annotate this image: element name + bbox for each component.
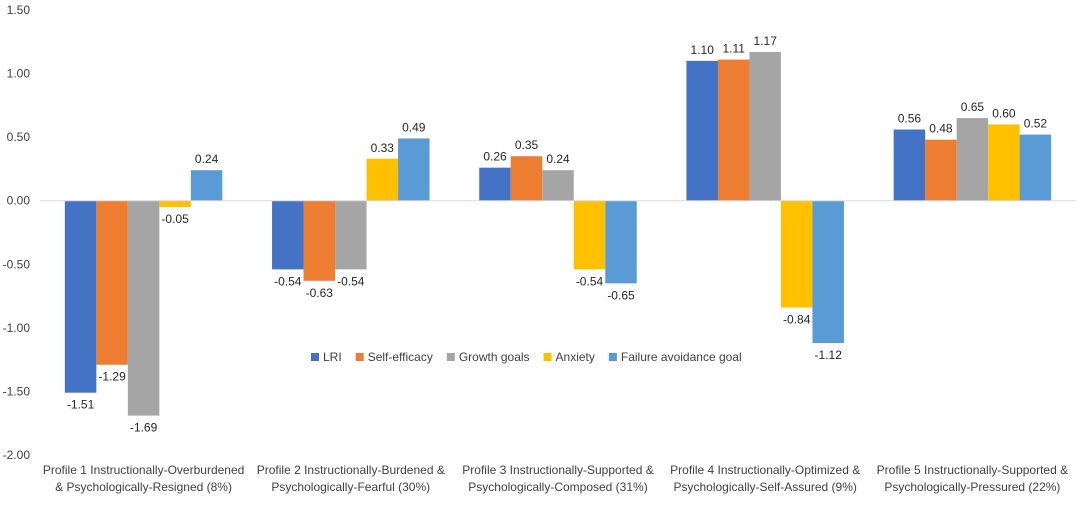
data-label: 1.11: [722, 42, 745, 56]
category-label: Psychologically-Self-Assured (9%): [673, 480, 856, 494]
data-label: 0.33: [371, 141, 395, 155]
bar-growth-goals-profile-4: [749, 51, 781, 201]
data-label: -1.29: [98, 370, 126, 384]
bar-failure-avoidance-goal-profile-2: [398, 138, 430, 201]
category-label: Psychologically-Pressured (22%): [884, 480, 1060, 494]
data-label: 1.17: [754, 34, 778, 48]
bar-failure-avoidance-goal-profile-1: [190, 170, 223, 201]
legend-swatch: [355, 353, 364, 361]
bar-growth-goals-profile-3: [542, 170, 574, 201]
category-label: Profile 5 Instructionally-Supported &: [877, 463, 1068, 477]
legend-swatch: [608, 353, 617, 361]
data-label: -0.65: [607, 288, 635, 302]
y-tick-label: -0.50: [3, 257, 31, 271]
category-labels: Profile 1 Instructionally-Overburdened & …: [43, 463, 1068, 494]
bar-lri-profile-2: [272, 200, 304, 270]
data-label: 0.24: [546, 152, 570, 166]
bar-failure-avoidance-goal-profile-3: [605, 200, 637, 284]
legend: LRI Self-efficacy Growth goals Anxiety Failu…: [311, 350, 742, 364]
legend-swatch: [446, 353, 455, 361]
y-tick-label: -1.00: [3, 321, 31, 335]
category-label: Profile 2 Instructionally-Burdened &: [257, 463, 445, 477]
legend-swatch: [311, 353, 319, 361]
legend-label: Failure avoidance goal: [621, 350, 742, 364]
bar-lri-profile-1: [64, 200, 97, 393]
data-label: -0.54: [337, 274, 365, 288]
y-tick-label: 1.50: [7, 3, 31, 17]
bar-failure-avoidance-goal-profile-5: [1019, 134, 1052, 201]
bar-self-efficacy-profile-5: [925, 139, 957, 201]
bar-lri-profile-4: [686, 60, 718, 201]
bar-growth-goals-profile-2: [335, 200, 367, 270]
category-label: Profile 4 Instructionally-Optimized &: [670, 463, 860, 477]
bar-self-efficacy-profile-4: [717, 59, 750, 201]
y-tick-label: 0.00: [7, 194, 31, 208]
y-tick-label: -2.00: [3, 448, 31, 462]
bar-failure-avoidance-goal-profile-4: [812, 200, 844, 344]
legend-label: Self-efficacy: [368, 350, 433, 364]
data-label: -1.51: [67, 398, 95, 412]
category-label: & Psychologically-Resigned (8%): [55, 480, 232, 494]
data-label: 0.56: [898, 112, 922, 126]
data-label: 0.60: [992, 106, 1016, 120]
category-label: Psychologically-Fearful (30%): [271, 480, 430, 494]
data-label: -0.54: [576, 274, 604, 288]
bar-lri-profile-5: [893, 129, 926, 201]
bar-anxiety-profile-4: [780, 200, 813, 308]
bar-lri-profile-3: [479, 167, 511, 201]
data-label: 0.52: [1024, 117, 1048, 131]
bar-anxiety-profile-5: [988, 124, 1020, 201]
y-tick-label: 1.00: [7, 67, 31, 81]
bar-self-efficacy-profile-3: [510, 156, 543, 201]
legend-label: Growth goals: [459, 350, 530, 364]
data-label: 0.49: [402, 120, 426, 134]
data-label: -1.12: [815, 348, 843, 362]
legend-label: Anxiety: [556, 350, 595, 364]
legend-swatch: [543, 353, 552, 361]
bar-growth-goals-profile-5: [956, 118, 989, 201]
bar-growth-goals-profile-1: [127, 200, 160, 416]
bars: [64, 51, 1052, 416]
bar-self-efficacy-profile-2: [303, 200, 336, 281]
data-label: -1.69: [130, 421, 158, 435]
data-labels: -1.51 -0.54 0.26 1.10 0.56 -1.29 -0.63 0.35 1.11…: [67, 34, 1047, 435]
data-label: 0.65: [961, 100, 985, 114]
category-label: Psychologically-Composed (31%): [468, 480, 647, 494]
bar-anxiety-profile-2: [366, 158, 399, 201]
data-label: -0.05: [161, 212, 189, 226]
data-label: 0.26: [483, 150, 507, 164]
bar-anxiety-profile-3: [573, 200, 606, 270]
y-tick-label: 0.50: [7, 130, 31, 144]
data-label: 0.24: [195, 152, 219, 166]
legend-label: LRI: [323, 350, 342, 364]
bar-anxiety-profile-1: [159, 200, 191, 208]
data-label: 0.48: [929, 122, 953, 136]
y-axis: 1.50 1.00 0.50 0.00 -0.50 -1.00 -1.50 -2.00: [3, 3, 31, 462]
category-label: Profile 3 Instructionally-Supported &: [462, 463, 653, 477]
data-label: -0.63: [306, 286, 334, 300]
y-tick-label: -1.50: [3, 384, 31, 398]
category-label: Profile 1 Instructionally-Overburdened: [43, 463, 244, 477]
data-label: -0.54: [274, 274, 302, 288]
data-label: 1.10: [691, 43, 715, 57]
data-label: 0.35: [515, 138, 539, 152]
data-label: -0.84: [783, 313, 811, 327]
bar-self-efficacy-profile-1: [96, 200, 128, 365]
